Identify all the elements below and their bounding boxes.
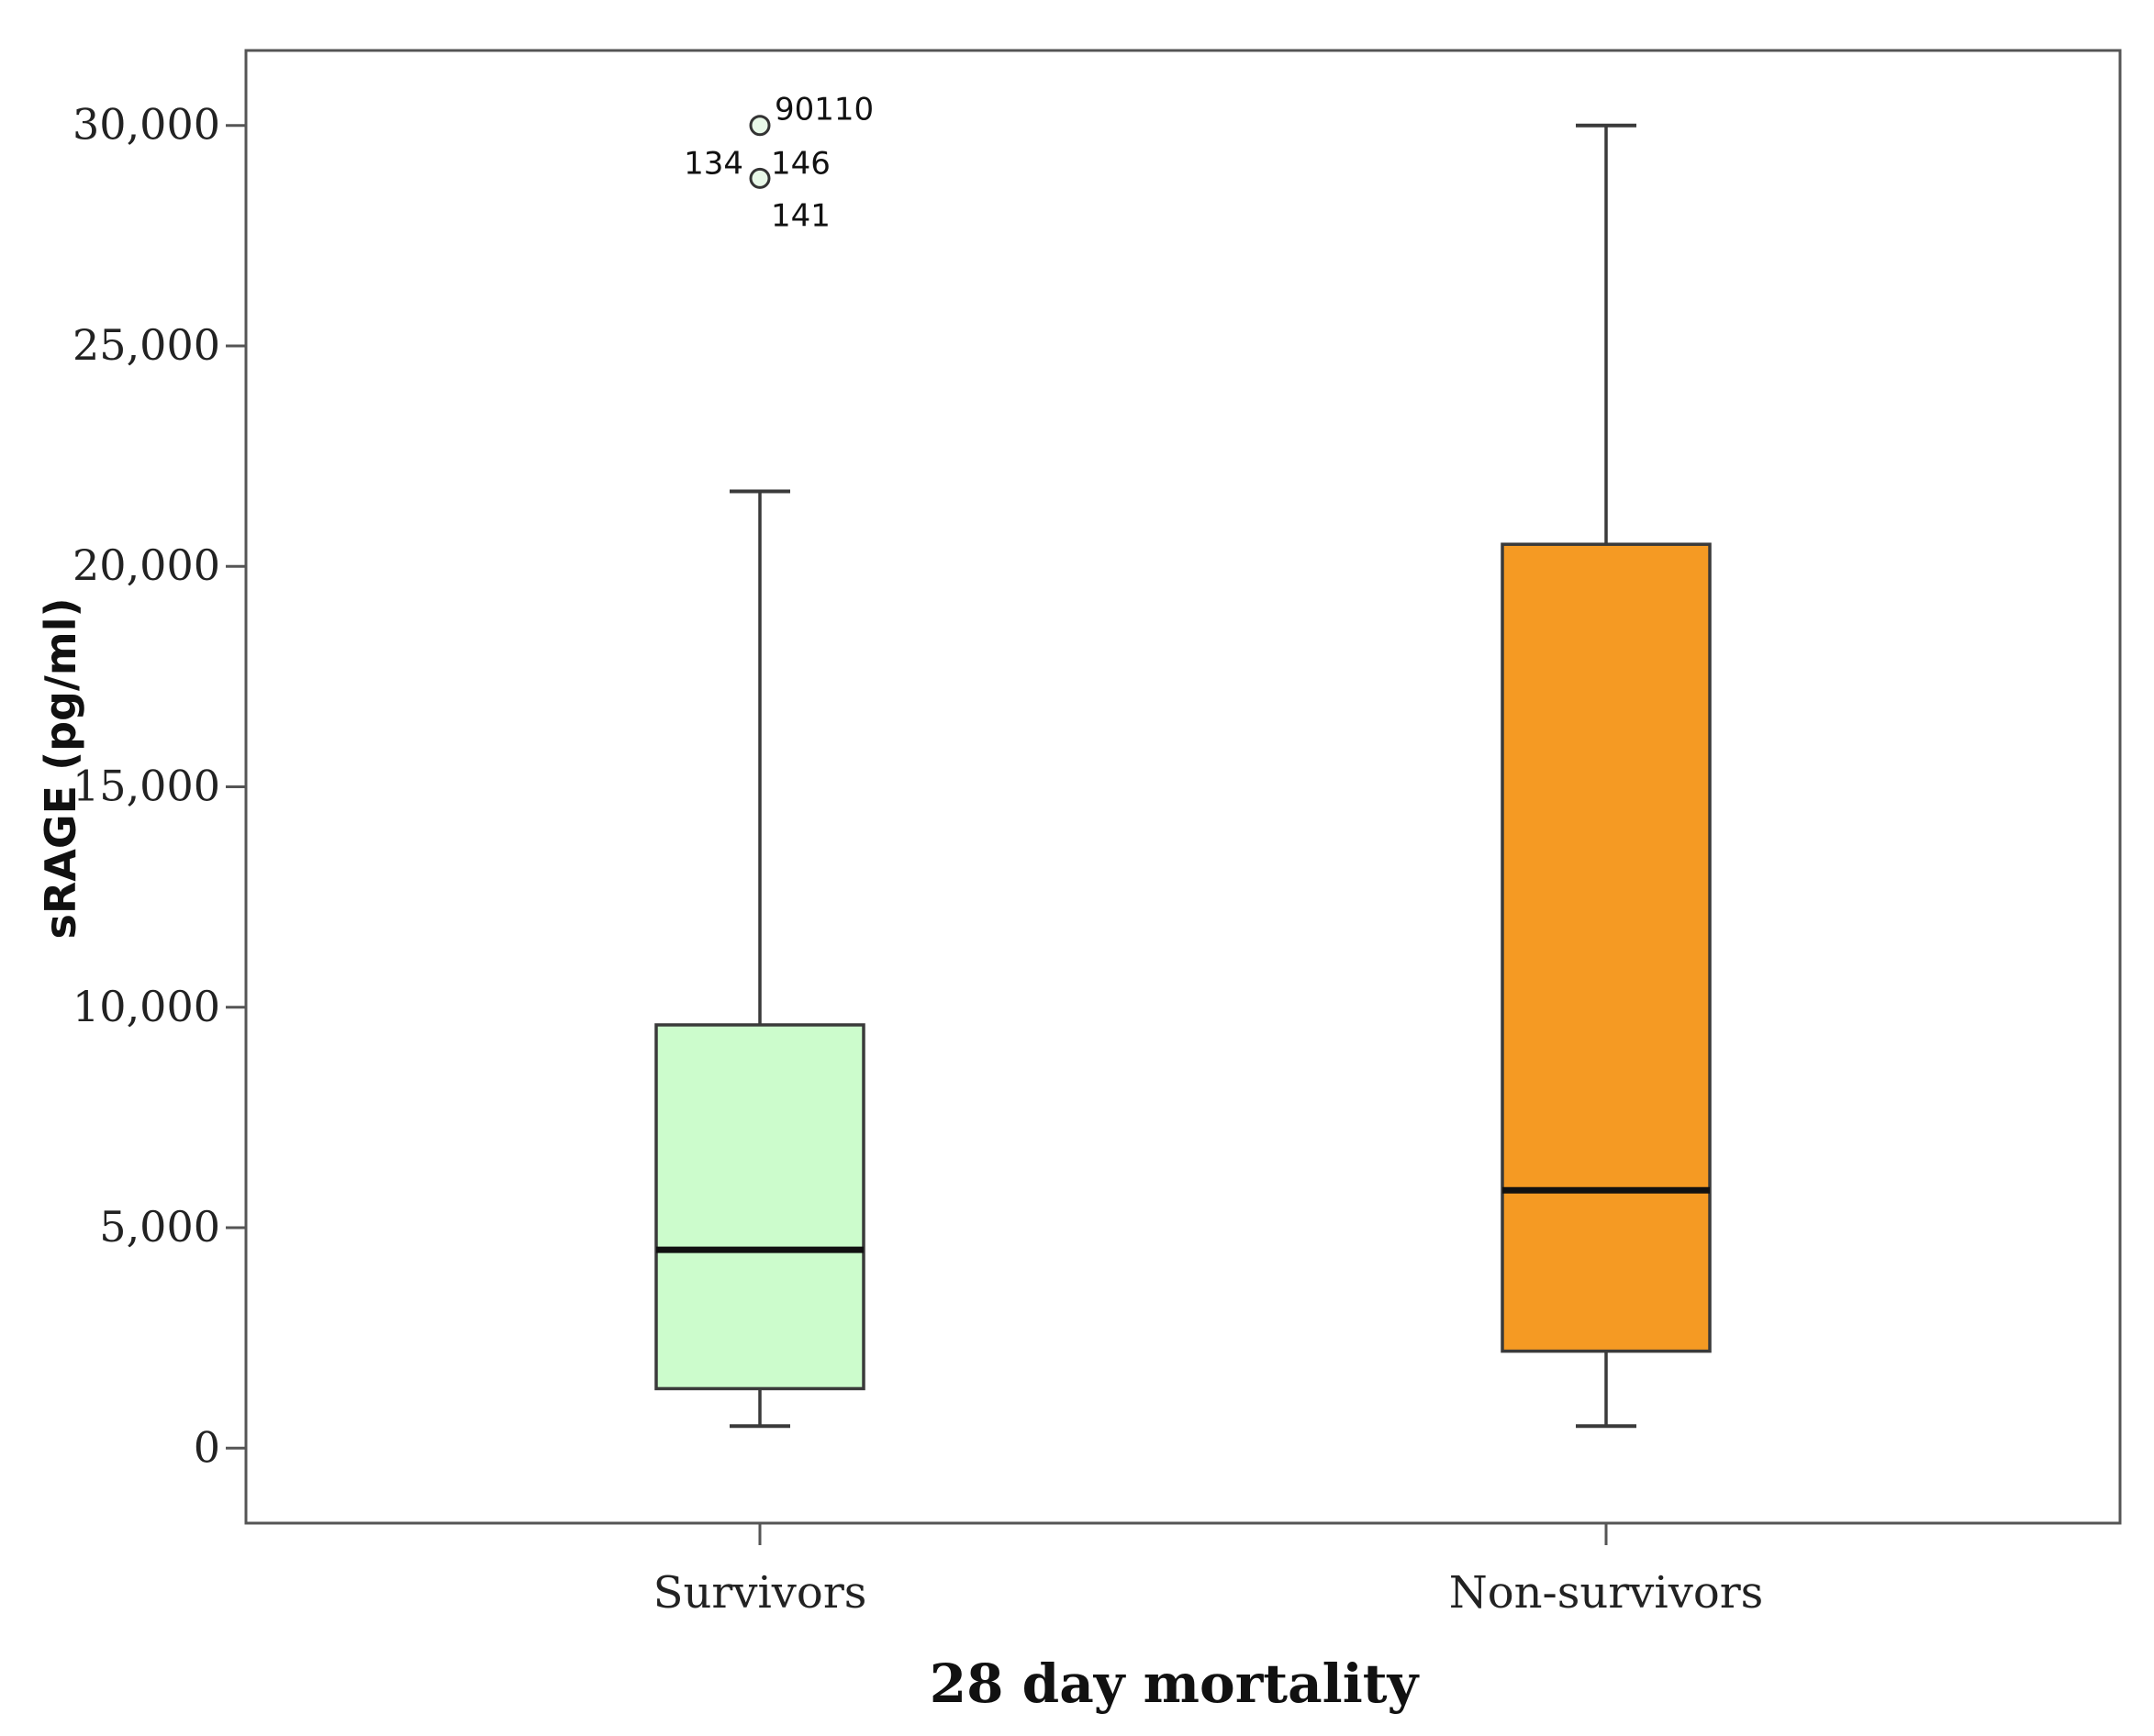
outlier-label: 146 (771, 145, 831, 182)
y-tick-label: 25,000 (73, 320, 220, 370)
x-tick-label: Non-survivors (1449, 1567, 1764, 1619)
outlier-point (749, 115, 771, 137)
box-series: 90110 134 146 141 (654, 92, 1712, 1429)
y-axis: 0 5,000 10,000 15,000 20,000 25,000 30,000 (73, 100, 246, 1472)
outlier-point (749, 167, 771, 189)
outlier-label: 134 (684, 145, 743, 182)
box-group-survivors: 90110 134 146 141 (654, 92, 874, 1429)
outlier-label: 141 (771, 197, 831, 234)
iqr-box (654, 1023, 865, 1391)
x-axis-label: 28 day mortality (930, 1653, 1421, 1715)
y-tick-label: 30,000 (73, 100, 220, 150)
plot-area-frame (244, 49, 2122, 1525)
y-tick-label: 5,000 (99, 1202, 220, 1252)
x-axis: Survivors Non-survivors (653, 1523, 1764, 1619)
y-tick-label: 0 (194, 1422, 220, 1472)
y-axis-label: sRAGE (pg/ml) (36, 598, 85, 940)
x-tick-label: Survivors (653, 1567, 867, 1619)
y-tick-label: 20,000 (73, 540, 220, 590)
y-tick-label: 15,000 (73, 762, 220, 811)
iqr-box (1501, 542, 1712, 1353)
box-group-non-survivors (1501, 123, 1712, 1429)
y-tick-label: 10,000 (73, 982, 220, 1031)
outlier-label: 90110 (775, 92, 874, 128)
